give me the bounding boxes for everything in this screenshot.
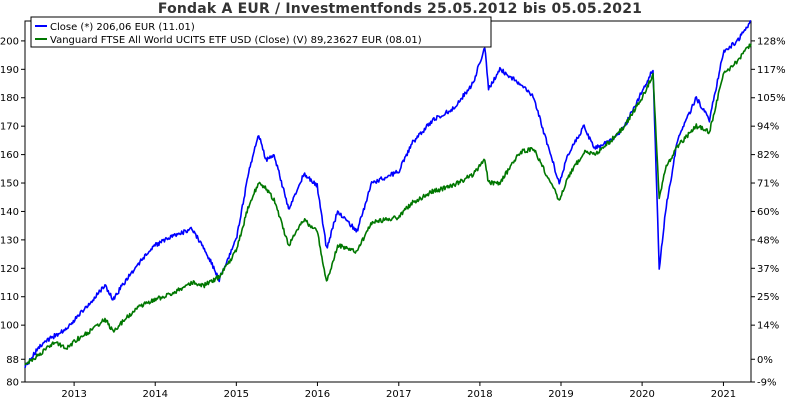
y-right-tick-label: 71% [757,179,779,190]
legend-box [30,16,492,48]
y-right-tick-label: 60% [757,207,779,218]
x-tick-label: 2016 [305,389,330,400]
y-right-tick-label: 128% [757,36,786,47]
y-left-tick-label: 170 [0,122,19,133]
legend: Close (*) 206,06 EUR (11.01) Vanguard FT… [30,16,492,48]
x-tick-label: 2017 [386,389,411,400]
x-tick-label: 2013 [61,389,86,400]
y-right-tick-label: -9% [757,378,776,389]
x-tick-label: 2019 [548,389,573,400]
y-left-tick-label: 160 [0,150,19,161]
y-left-tick-label: 110 [0,292,19,303]
y-right-tick-label: 48% [757,235,779,246]
series-layer [24,20,752,368]
y-left-tick-label: 200 [0,36,19,47]
y-right-tick-label: 25% [757,292,779,303]
y-right-tick-label: 0% [757,355,773,366]
series-line-1 [24,43,752,366]
y-left-tick-label: 140 [0,207,19,218]
y-left-tick-label: 88 [6,355,19,366]
y-left-tick-label: 120 [0,264,19,275]
y-left-tick-label: 180 [0,93,19,104]
y-right-tick-label: 37% [757,264,779,275]
y-left-tick-label: 130 [0,235,19,246]
y-right-tick-label: 82% [757,150,779,161]
y-right-tick-label: 14% [757,321,779,332]
axis-layer: 80 88 100 110 120 130 140 150 160 170 180 190 200 -9%… [0,36,786,400]
plot-area [24,20,752,383]
x-tick-label: 2020 [629,389,654,400]
legend-label-close: Close (*) 206,06 EUR (11.01) [50,22,195,33]
y-left-tick-label: 190 [0,65,19,76]
chart-title: Fondak A EUR / Investmentfonds 25.05.201… [157,1,643,17]
y-left-tick-label: 80 [6,378,19,389]
legend-label-vanguard: Vanguard FTSE All World UCITS ETF USD (C… [50,35,422,46]
x-tick-label: 2021 [711,389,736,400]
y-left-tick-label: 100 [0,321,19,332]
x-tick-label: 2014 [142,389,167,400]
y-right-tick-label: 117% [757,65,786,76]
y-left-tick-label: 150 [0,179,19,190]
x-tick-label: 2015 [224,389,249,400]
y-right-tick-label: 94% [757,122,779,133]
y-right-tick-label: 105% [757,93,786,104]
x-tick-label: 2018 [467,389,492,400]
